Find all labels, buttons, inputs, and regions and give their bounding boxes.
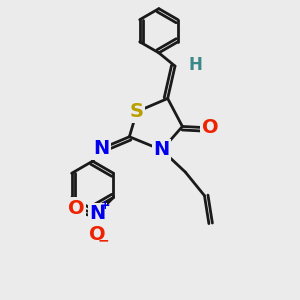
Text: O: O	[89, 225, 106, 244]
Text: S: S	[130, 102, 144, 121]
Text: N: N	[154, 140, 170, 160]
Text: H: H	[189, 56, 202, 74]
Text: N: N	[89, 204, 105, 223]
Text: +: +	[99, 199, 110, 212]
Text: N: N	[93, 139, 110, 158]
Text: O: O	[68, 199, 84, 218]
Text: −: −	[98, 234, 110, 248]
Text: O: O	[202, 118, 219, 137]
